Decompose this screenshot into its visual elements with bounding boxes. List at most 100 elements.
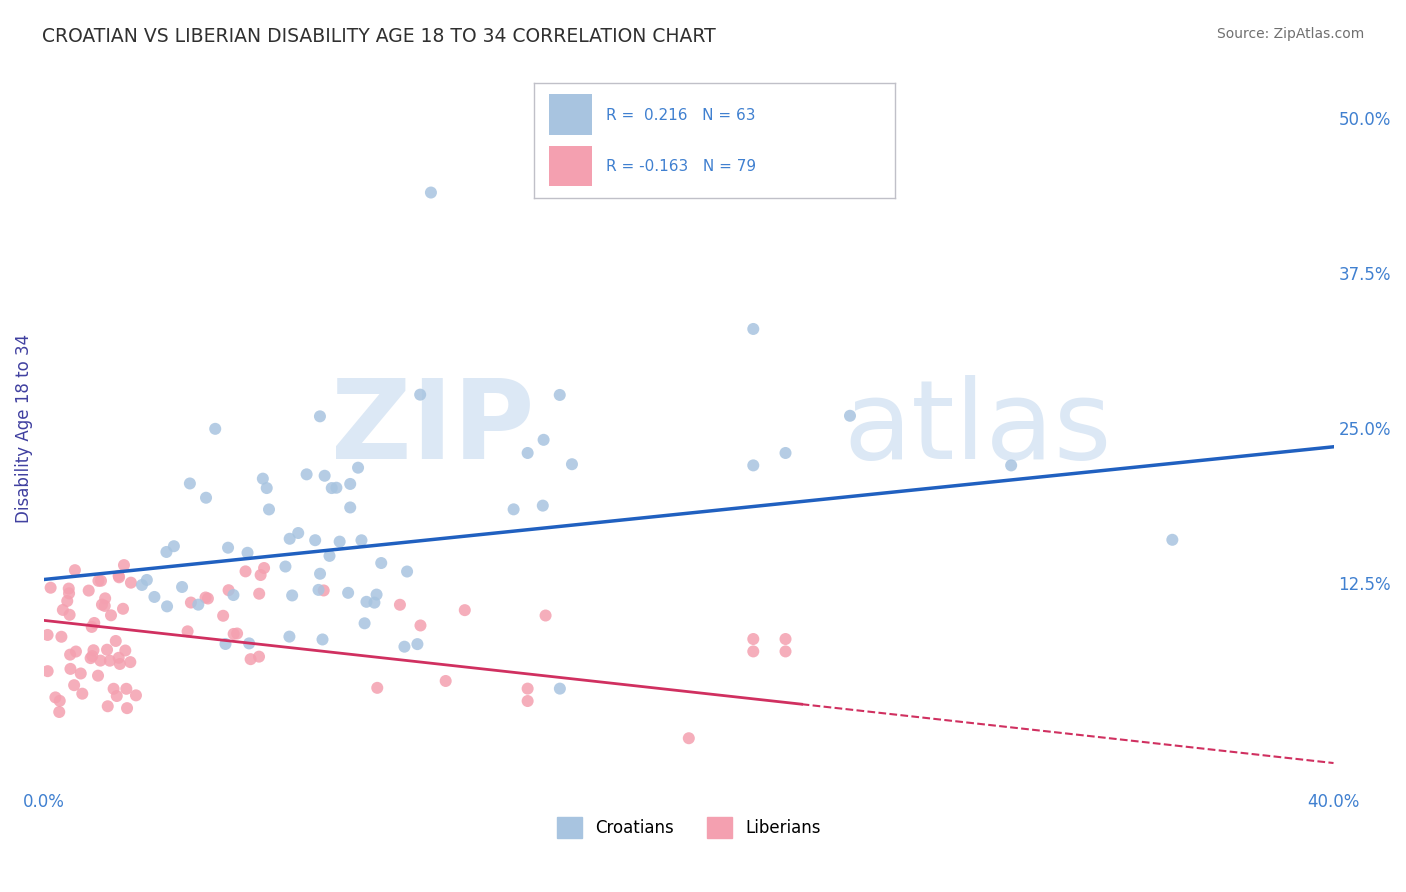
Point — [742, 632, 765, 646]
Point — [59, 648, 82, 662]
Point — [287, 526, 309, 541]
Point — [454, 603, 477, 617]
Point — [419, 186, 441, 200]
Point — [93, 599, 115, 613]
Point — [347, 460, 370, 475]
Point — [59, 607, 82, 622]
Point — [295, 467, 318, 482]
Point — [69, 666, 91, 681]
Point — [120, 575, 142, 590]
Point — [90, 574, 112, 588]
Point — [163, 539, 186, 553]
Point — [212, 608, 235, 623]
Point — [107, 569, 129, 583]
Point — [249, 568, 271, 582]
Point — [170, 580, 193, 594]
Point — [339, 477, 361, 491]
Point — [135, 573, 157, 587]
Point — [339, 500, 361, 515]
Point — [103, 681, 125, 696]
Point — [59, 662, 82, 676]
Point — [502, 502, 524, 516]
Point — [236, 546, 259, 560]
Point — [52, 603, 75, 617]
Point — [214, 637, 236, 651]
Point — [37, 628, 59, 642]
Point — [548, 681, 571, 696]
Point — [100, 608, 122, 623]
Point — [350, 533, 373, 548]
Point — [548, 388, 571, 402]
Point — [94, 591, 117, 606]
Point — [314, 468, 336, 483]
Point — [63, 678, 86, 692]
Point — [77, 583, 100, 598]
Point — [775, 446, 797, 460]
Point — [79, 651, 101, 665]
Point — [112, 558, 135, 573]
Point — [39, 581, 62, 595]
Point — [409, 618, 432, 632]
Point — [98, 654, 121, 668]
Point — [311, 632, 333, 647]
Text: Source: ZipAtlas.com: Source: ZipAtlas.com — [1216, 27, 1364, 41]
Point — [278, 630, 301, 644]
Point — [308, 582, 330, 597]
Point — [337, 586, 360, 600]
Point — [839, 409, 862, 423]
Point — [370, 556, 392, 570]
Point — [111, 601, 134, 615]
Point — [533, 433, 555, 447]
Point — [195, 491, 218, 505]
Point — [366, 588, 388, 602]
Point — [325, 481, 347, 495]
Point — [742, 644, 765, 658]
Point — [353, 616, 375, 631]
Point — [309, 566, 332, 581]
Point — [318, 549, 340, 563]
Point — [115, 681, 138, 696]
Point — [120, 655, 142, 669]
Point — [72, 687, 94, 701]
Point — [82, 649, 104, 664]
Y-axis label: Disability Age 18 to 34: Disability Age 18 to 34 — [15, 334, 32, 523]
Point — [108, 570, 131, 584]
Text: atlas: atlas — [844, 375, 1112, 482]
Point — [304, 533, 326, 548]
Point — [516, 446, 538, 460]
Point — [91, 598, 114, 612]
Point — [775, 644, 797, 658]
Point — [742, 458, 765, 473]
Point — [278, 532, 301, 546]
Point — [217, 541, 239, 555]
Text: CROATIAN VS LIBERIAN DISABILITY AGE 18 TO 34 CORRELATION CHART: CROATIAN VS LIBERIAN DISABILITY AGE 18 T… — [42, 27, 716, 45]
Point — [155, 545, 177, 559]
Point — [96, 642, 118, 657]
Point — [252, 472, 274, 486]
Point — [534, 608, 557, 623]
Point — [107, 650, 129, 665]
Point — [1000, 458, 1022, 473]
Point — [366, 681, 388, 695]
Point — [531, 499, 554, 513]
Point — [409, 387, 432, 401]
Point — [131, 578, 153, 592]
Point — [257, 502, 280, 516]
Point — [742, 322, 765, 336]
Point — [204, 422, 226, 436]
Point — [197, 591, 219, 606]
Point — [44, 690, 66, 705]
Point — [222, 627, 245, 641]
Point — [274, 559, 297, 574]
Point — [156, 599, 179, 614]
Point — [226, 626, 249, 640]
Point — [37, 664, 59, 678]
Point — [63, 563, 86, 577]
Point — [176, 624, 198, 639]
Point — [222, 588, 245, 602]
Point — [48, 705, 70, 719]
Point — [561, 457, 583, 471]
Point — [108, 657, 131, 671]
Point — [104, 634, 127, 648]
Point — [239, 652, 262, 666]
